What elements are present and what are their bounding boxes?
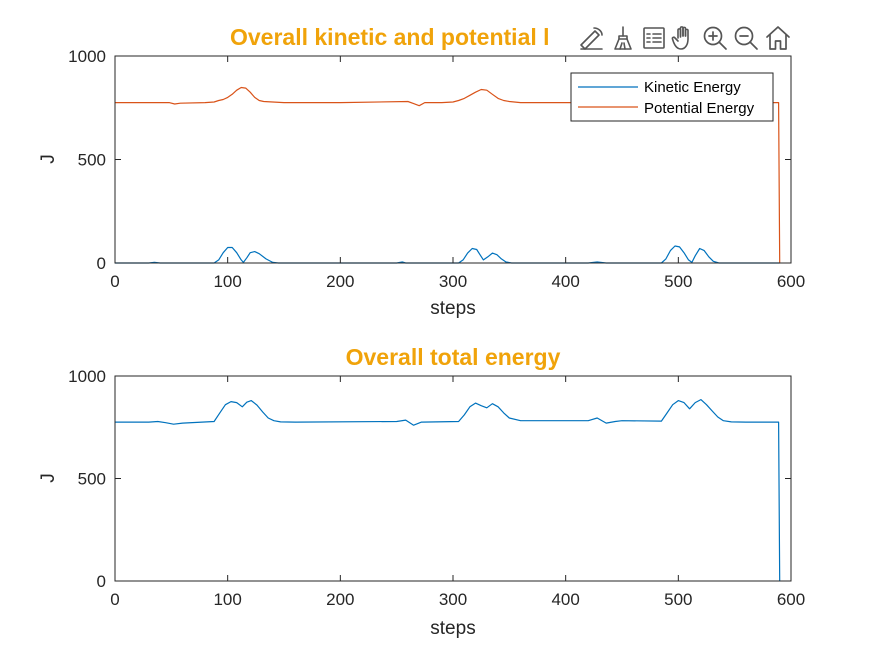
brush-icon[interactable] [614, 26, 632, 50]
x-tick-label: 600 [777, 590, 805, 609]
axes-toolbar [574, 22, 795, 54]
tick-layer: 0 100 200 300 400 500 600 0 500 1000 [68, 47, 805, 291]
zoom-in-icon[interactable] [703, 26, 727, 50]
x-tick-label: 300 [439, 272, 467, 291]
chart-title: Overall kinetic and potential l [230, 24, 550, 50]
y-tick-label: 0 [97, 572, 106, 591]
x-tick-label: 100 [213, 272, 241, 291]
series-layer [115, 399, 781, 582]
x-tick-label: 500 [664, 272, 692, 291]
chart-title: Overall total energy [346, 344, 561, 370]
pan-hand-icon[interactable] [671, 26, 689, 50]
x-axis-label: steps [430, 298, 475, 319]
y-tick-label: 500 [78, 151, 106, 170]
tick-layer: 0 100 200 300 400 500 600 0 500 1000 [68, 367, 805, 609]
series-layer [115, 86, 781, 264]
x-tick-label: 200 [326, 272, 354, 291]
legend-toggle-icon[interactable] [643, 27, 665, 49]
x-tick-label: 500 [664, 590, 692, 609]
zoom-out-icon[interactable] [734, 26, 758, 50]
x-tick-label: 0 [110, 272, 119, 291]
y-tick-label: 0 [97, 254, 106, 273]
data-tips-icon[interactable] [580, 27, 603, 50]
y-tick-label: 500 [78, 470, 106, 489]
legend-entry-kinetic: Kinetic Energy [644, 79, 741, 96]
legend[interactable]: Kinetic Energy Potential Energy [570, 72, 774, 122]
y-tick-label: 1000 [68, 47, 106, 66]
series-line-kinetic-energy [115, 245, 780, 264]
x-tick-label: 400 [551, 590, 579, 609]
axes-background [115, 376, 791, 581]
series-line-potential-energy [115, 86, 781, 264]
subplot-total-energy: 0 100 200 300 400 500 600 0 500 1000 Overall tota… [38, 344, 805, 639]
legend-entry-potential: Potential Energy [644, 100, 755, 117]
y-axis-label: J [38, 154, 59, 164]
x-axis-label: steps [430, 618, 475, 639]
x-tick-label: 0 [110, 590, 119, 609]
x-tick-label: 200 [326, 590, 354, 609]
series-line-series-0 [115, 399, 781, 582]
y-axis-label: J [38, 473, 59, 483]
x-tick-label: 300 [439, 590, 467, 609]
subplot-kinetic-potential: 0 100 200 300 400 500 600 0 500 1000 Overall kine… [38, 24, 805, 319]
x-tick-label: 600 [777, 272, 805, 291]
x-tick-label: 100 [213, 590, 241, 609]
x-tick-label: 400 [551, 272, 579, 291]
home-restore-icon[interactable] [766, 26, 790, 50]
legend-box [570, 72, 774, 122]
y-tick-label: 1000 [68, 367, 106, 386]
